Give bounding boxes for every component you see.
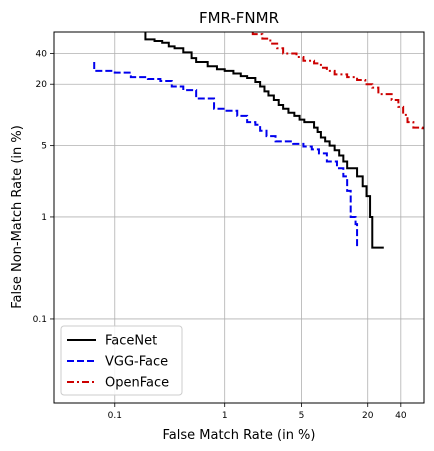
x-tick-label: 20 (362, 411, 374, 421)
chart-title: FMR-FNMR (199, 9, 279, 27)
y-tick-label: 40 (36, 50, 48, 60)
y-tick-label: 5 (41, 142, 47, 152)
x-tick-label: 40 (395, 411, 407, 421)
legend: FaceNet VGG-Face OpenFace (60, 325, 183, 396)
y-axis-label: False Non-Match Rate (in %) (10, 125, 25, 309)
x-tick-label: 5 (299, 411, 305, 421)
legend-box (60, 325, 183, 396)
grid (54, 32, 424, 403)
legend-label-facenet: FaceNet (105, 334, 157, 349)
plot-frame (53, 31, 425, 404)
x-tick-label: 0.1 (108, 411, 122, 421)
y-tick-label: 20 (36, 80, 48, 90)
legend-label-vgg-face: VGG-Face (105, 355, 168, 370)
x-tick-label: 1 (222, 411, 228, 421)
series-lines (93, 32, 424, 249)
y-tick-label: 0.1 (33, 315, 47, 325)
legend-label-openface: OpenFace (105, 376, 169, 391)
y-tick-label: 1 (41, 213, 47, 223)
series-line-vgg-face (93, 62, 359, 249)
x-axis-label: False Match Rate (in %) (163, 428, 316, 443)
series-line-openface (251, 32, 424, 133)
series-line-facenet (144, 32, 384, 249)
ticks: 0.1 1 5 20 40 0.1 1 5 20 40 (33, 50, 407, 421)
